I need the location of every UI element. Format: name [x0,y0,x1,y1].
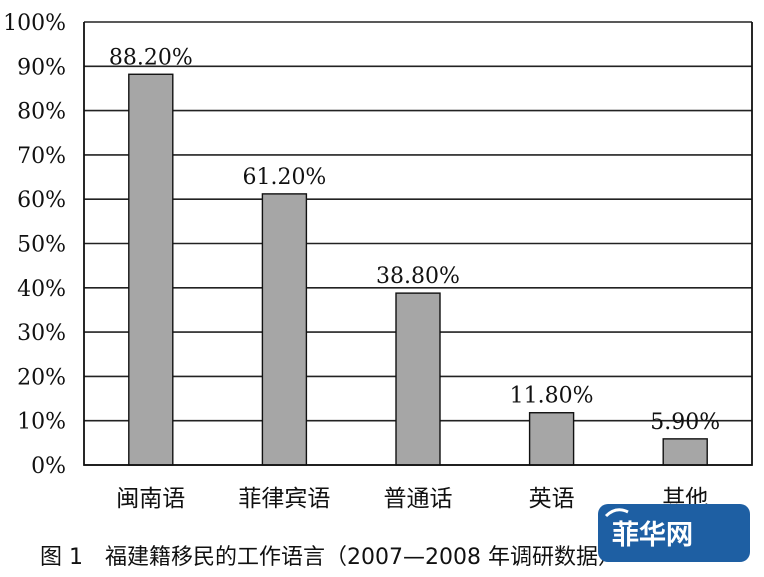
gridlines [84,21,752,466]
plot-frame [83,22,753,466]
data-labels: 88.20% 61.20% 38.80% 11.80% 5.90% [109,45,720,435]
y-tick-label: 50% [17,233,66,258]
y-tick-label: 100% [3,11,66,36]
bar [128,73,174,466]
y-tick-label: 0% [31,454,66,479]
bars [128,73,708,466]
category-label: 英语 [529,486,575,512]
bar [395,292,441,466]
data-label: 61.20% [242,165,326,190]
data-label: 5.90% [650,410,720,435]
bar [662,438,708,466]
category-label: 普通话 [384,486,453,512]
y-tick-label: 10% [17,410,66,435]
y-tick-label: 70% [17,144,66,169]
watermark-logo: 菲华网 [598,504,750,562]
y-tick-label: 20% [17,365,66,390]
y-tick-label: 30% [17,321,66,346]
y-tick-label: 40% [17,277,66,302]
y-tick-label: 80% [17,100,66,125]
bar [261,193,308,466]
bar [528,412,575,466]
watermark-text: 菲华网 [612,519,693,551]
category-label: 菲律宾语 [238,486,330,512]
figure-caption: 图 1 福建籍移民的工作语言（2007—2008 年调研数据） [40,545,620,570]
y-axis-tick-labels: 0% 10% 20% 30% 40% 50% 60% 70% 80% 90% 100% [3,11,66,479]
y-tick-label: 90% [17,55,66,80]
category-label: 闽南语 [116,486,185,512]
data-label: 11.80% [510,384,594,409]
data-label: 38.80% [376,264,460,289]
data-label: 88.20% [109,45,193,70]
y-tick-label: 60% [17,188,66,213]
